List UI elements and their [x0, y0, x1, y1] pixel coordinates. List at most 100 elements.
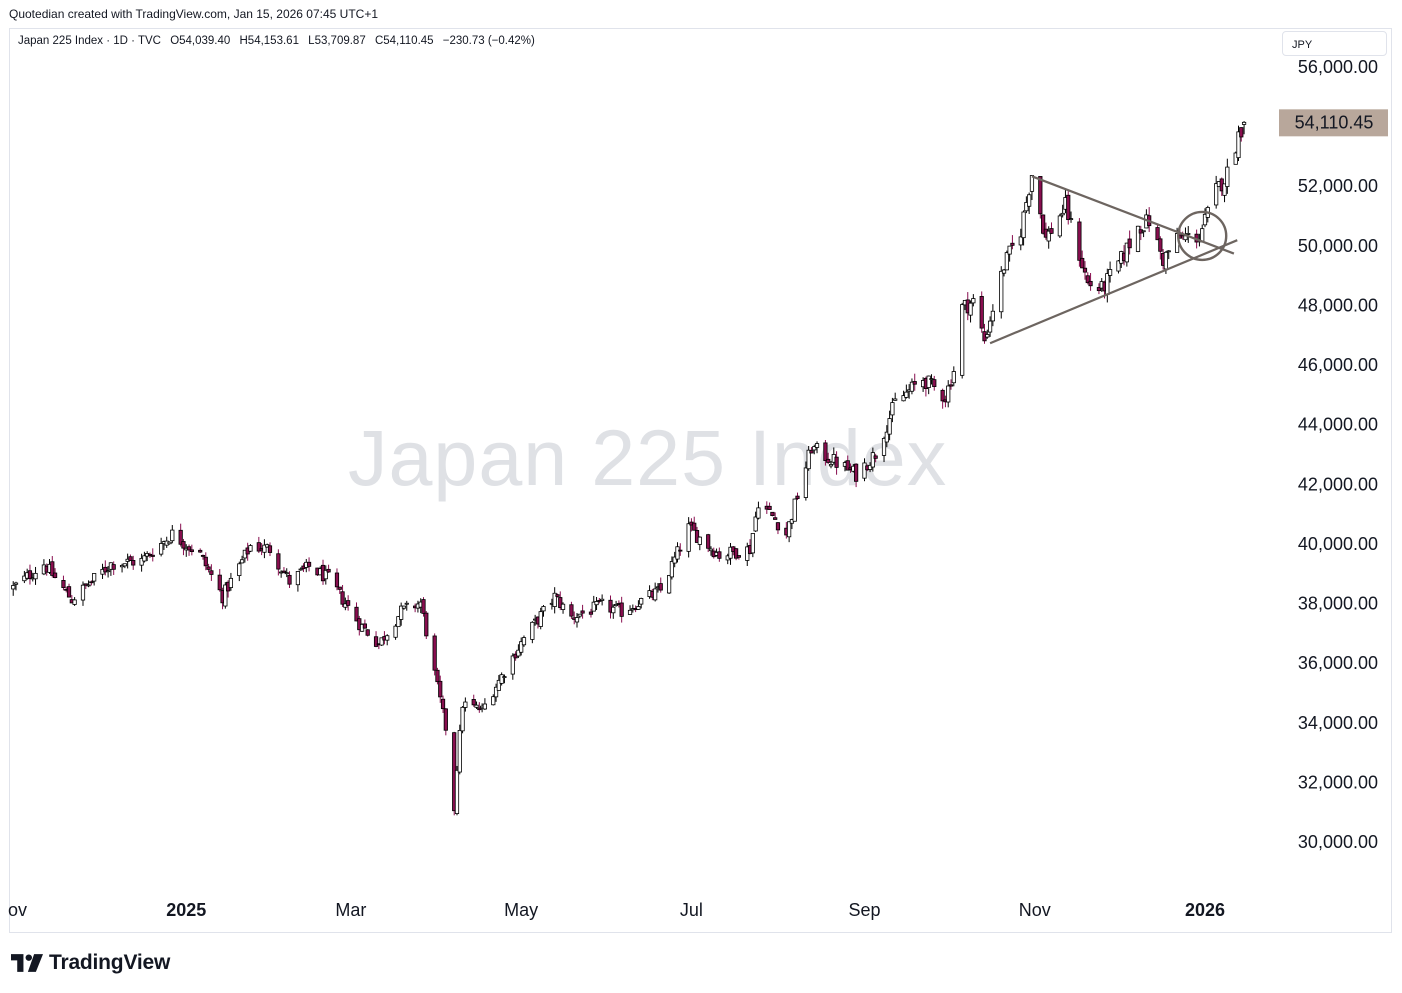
candle-body [460, 706, 465, 732]
price-axis-label: 48,000.00 [1298, 295, 1378, 315]
candle-body [1021, 211, 1026, 239]
candle-body [1141, 230, 1146, 233]
candle-body [697, 536, 702, 545]
currency-selector[interactable]: JPY [1282, 31, 1387, 56]
candle-body [256, 542, 261, 552]
candle-body [600, 598, 605, 601]
candle-body [474, 704, 479, 708]
candle-body [72, 599, 77, 605]
candle-body [435, 669, 440, 683]
price-axis-label: 32,000.00 [1298, 772, 1378, 792]
time-axis-label: May [504, 900, 538, 920]
candle-body [52, 572, 58, 578]
candle-body [337, 586, 342, 590]
candle-body [854, 463, 859, 482]
candle-body [692, 522, 697, 531]
last-price-tag [1279, 109, 1388, 137]
candle-body [999, 270, 1004, 313]
candle-body [86, 584, 91, 587]
candle-body [750, 533, 755, 554]
tradingview-logo-icon [11, 954, 43, 972]
price-axis-label: 36,000.00 [1298, 653, 1378, 673]
candle-body [365, 629, 370, 636]
candle-body [639, 598, 644, 605]
candle-body [806, 449, 811, 470]
candle-body [1222, 183, 1227, 196]
candle-body [502, 676, 507, 678]
candle-body [66, 586, 72, 598]
candle-body [267, 545, 273, 553]
candle-body [1214, 183, 1219, 206]
chart-frame[interactable] [9, 28, 1392, 933]
candle-body [421, 599, 426, 614]
candle-body [306, 561, 312, 567]
candle-body [960, 304, 965, 376]
candle-body [237, 563, 242, 576]
candle-body [812, 446, 817, 451]
candle-body [510, 655, 515, 675]
candle-body [823, 442, 828, 461]
candle-body [1166, 250, 1171, 253]
candle-body [767, 505, 772, 510]
candle-body [795, 495, 800, 499]
candle-body [281, 570, 287, 573]
candle-body [1082, 267, 1088, 273]
price-axis-label: 38,000.00 [1298, 594, 1378, 614]
candle-body [990, 310, 995, 322]
candle-body [399, 605, 404, 620]
price-axis-label: 34,000.00 [1298, 713, 1378, 733]
candle-body [594, 601, 599, 606]
candle-body [1108, 269, 1113, 276]
candle-body [362, 623, 367, 629]
candle-body [80, 584, 86, 601]
candle-body [491, 696, 496, 706]
candle-body [736, 555, 741, 558]
candle-body [979, 296, 984, 329]
candle-body [298, 568, 303, 571]
legend-symbol[interactable]: Japan 225 Index · 1D · TVC [18, 35, 161, 47]
candle-body [717, 551, 722, 559]
candle-body [580, 610, 585, 614]
candle-body [27, 570, 33, 580]
candle-body [636, 606, 641, 610]
candle-body [627, 609, 633, 615]
candle-body [106, 570, 111, 573]
price-axis-label: 50,000.00 [1298, 236, 1378, 256]
candle-body [463, 701, 468, 708]
time-axis-label: Jul [680, 900, 703, 920]
candle-body [555, 594, 560, 597]
breakout-circle[interactable] [1177, 210, 1228, 262]
candle-body [13, 582, 19, 585]
candle-body [396, 616, 401, 628]
candle-body [669, 561, 675, 578]
candle-body [516, 649, 521, 657]
candle-body [728, 546, 733, 559]
candle-body [574, 617, 580, 623]
triangle-upper-trendline[interactable] [1031, 175, 1235, 255]
brand-name: TradingView [49, 951, 171, 974]
price-axis-label: 44,000.00 [1298, 415, 1378, 435]
candle-body [223, 584, 228, 607]
candle-body [904, 391, 909, 398]
candle-body [150, 554, 155, 557]
candle-body [496, 679, 501, 691]
candle-body [1068, 218, 1074, 221]
candle-body [678, 549, 683, 552]
candle-body [1186, 233, 1191, 235]
candle-body [454, 769, 460, 814]
candle-body [50, 561, 55, 576]
candle-body [262, 544, 267, 553]
candle-body [591, 601, 596, 612]
candle-body [92, 573, 97, 582]
tradingview-brand[interactable]: TradingView [11, 950, 170, 976]
candle-body [1001, 269, 1007, 274]
time-axis-label: Sep [848, 900, 880, 920]
candle-body [379, 637, 384, 646]
candle-body [11, 585, 16, 590]
candle-body [887, 418, 892, 435]
price-axis-label: 46,000.00 [1298, 355, 1378, 375]
candle-body [61, 580, 66, 588]
triangle-lower-trendline[interactable] [989, 239, 1238, 345]
candle-body [773, 517, 778, 520]
